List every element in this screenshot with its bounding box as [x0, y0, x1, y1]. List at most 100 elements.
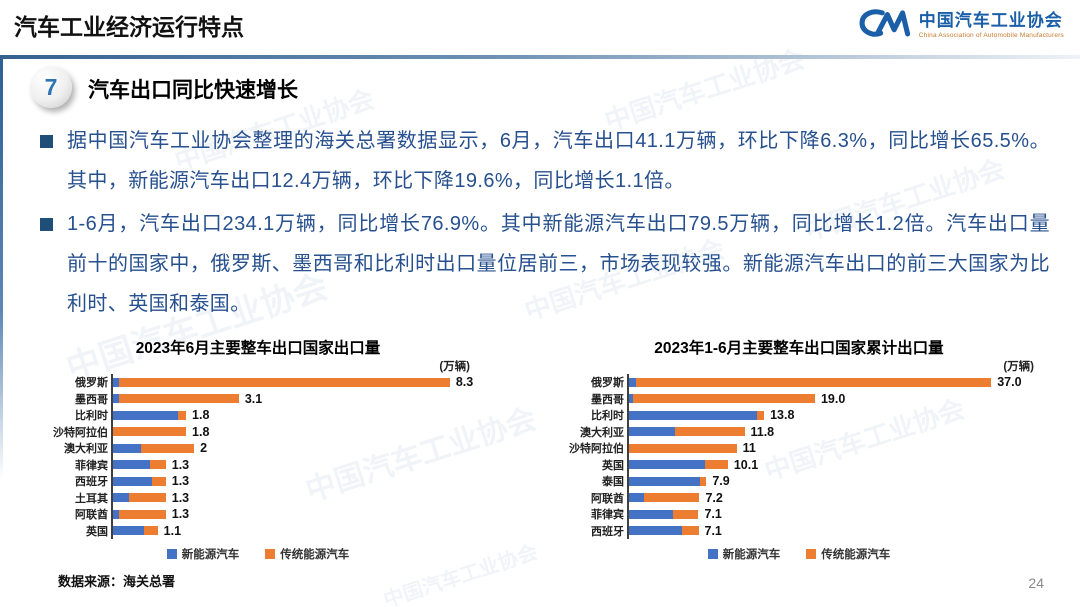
nev-bar-segment	[629, 509, 674, 519]
ice-bar-segment	[149, 460, 166, 470]
caam-monogram-icon	[857, 6, 911, 45]
bar-track: 7.1	[627, 522, 1040, 539]
category-label: 西班牙	[75, 476, 108, 489]
category-label: 墨西哥	[75, 393, 108, 406]
chart-row: 阿联酋 1.3	[40, 506, 476, 523]
legend-item-nev: 新能源汽车	[166, 546, 239, 562]
page-number: 24	[1028, 575, 1044, 591]
legend-item-ice: 传统能源汽车	[806, 546, 890, 562]
chart-cumulative-exports: 2023年1-6月主要整车出口国家累计出口量 (万辆) 俄罗斯 37.0 墨西哥 19…	[558, 336, 1040, 562]
chart-row: 俄罗斯 37.0	[558, 374, 1040, 391]
bar-track: 7.2	[627, 489, 1040, 506]
nev-bar-segment	[629, 410, 758, 420]
bar-value-label: 7.9	[712, 474, 730, 489]
bullet-list: 据中国汽车工业协会整理的海关总署数据显示，6月，汽车出口41.1万辆，环比下降6…	[38, 121, 1050, 327]
ice-bar-segment	[141, 443, 195, 453]
nev-legend-swatch	[707, 549, 718, 559]
category-label: 土耳其	[75, 492, 108, 505]
bar-value-label: 3.1	[244, 391, 263, 406]
category-label: 阿联酋	[75, 509, 108, 522]
bar-value-label: 7.1	[704, 523, 722, 538]
nev-bar-segment	[629, 493, 644, 503]
bar-value-label: 1.1	[163, 523, 182, 538]
category-label: 西班牙	[591, 525, 624, 538]
bar-track: 8.3	[111, 374, 476, 391]
left-accent-bar	[0, 59, 3, 479]
bar-track: 13.8	[627, 407, 1040, 424]
legend-label: 传统能源汽车	[821, 549, 891, 561]
caam-logo: 中国汽车工业协会 China Association of Automobile…	[857, 6, 1064, 45]
bar-value-label: 11.8	[750, 424, 775, 439]
bar-track: 2	[111, 440, 476, 457]
page-title: 汽车工业经济运行特点	[14, 14, 244, 40]
chart-plot-area: 俄罗斯 37.0 墨西哥 19.0 比利时 13.8 澳大利亚 11.8 沙特阿拉伯 11 英国 10…	[558, 374, 1040, 539]
legend-item-ice: 传统能源汽车	[265, 546, 349, 562]
ice-legend-swatch	[265, 549, 276, 559]
bar-value-label: 7.2	[705, 490, 723, 505]
ice-bar-segment	[144, 526, 158, 536]
chart-unit-label: (万辆)	[439, 361, 470, 373]
bar-track: 1.1	[111, 522, 476, 539]
ice-bar-segment	[705, 460, 728, 470]
category-label: 沙特阿拉伯	[53, 426, 108, 439]
bar-value-label: 1.3	[171, 474, 190, 489]
nev-legend-swatch	[166, 549, 177, 559]
ice-bar-segment	[635, 377, 992, 387]
chart-title: 2023年1-6月主要整车出口国家累计出口量	[654, 340, 944, 357]
chart-row: 澳大利亚 11.8	[558, 423, 1040, 440]
bar-track: 19.0	[627, 390, 1040, 407]
chart-row: 沙特阿拉伯 1.8	[40, 423, 476, 440]
ice-bar-segment	[675, 427, 745, 437]
nev-bar-segment	[113, 493, 130, 503]
bar-value-label: 11	[742, 441, 756, 456]
ice-bar-segment	[643, 493, 700, 503]
bar-value-label: 7.1	[704, 507, 722, 522]
chart-row: 墨西哥 19.0	[558, 390, 1040, 407]
chart-unit-label: (万辆)	[1003, 361, 1034, 373]
nev-bar-segment	[629, 377, 636, 387]
chart-row: 俄罗斯 8.3	[40, 374, 476, 391]
bar-value-label: 8.3	[455, 375, 474, 390]
nev-bar-segment	[113, 526, 145, 536]
bar-track: 10.1	[627, 456, 1040, 473]
bullet-item: 据中国汽车工业协会整理的海关总署数据显示，6月，汽车出口41.1万辆，环比下降6…	[38, 121, 1050, 201]
nev-bar-segment	[629, 526, 682, 536]
ice-bar-segment	[673, 509, 699, 519]
chart-row: 英国 10.1	[558, 456, 1040, 473]
header-divider	[0, 55, 1080, 59]
chart-row: 阿联酋 7.2	[558, 489, 1040, 506]
nev-bar-segment	[113, 443, 142, 453]
ice-bar-segment	[129, 493, 166, 503]
bar-value-label: 10.1	[733, 457, 759, 472]
category-label: 比利时	[591, 410, 624, 423]
legend-item-nev: 新能源汽车	[707, 546, 780, 562]
chart-title: 2023年6月主要整车出口国家出口量	[135, 340, 381, 357]
chart-row: 西班牙 7.1	[558, 522, 1040, 539]
category-label: 墨西哥	[591, 393, 624, 406]
chart-row: 澳大利亚 2	[40, 440, 476, 457]
chart-row: 泰国 7.9	[558, 473, 1040, 490]
nev-bar-segment	[629, 476, 701, 486]
category-label: 俄罗斯	[75, 377, 108, 390]
bar-value-label: 1.8	[192, 408, 210, 423]
bullet-text: 据中国汽车工业协会整理的海关总署数据显示，6月，汽车出口41.1万辆，环比下降6…	[67, 130, 1050, 192]
bar-track: 37.0	[627, 374, 1040, 391]
nev-bar-segment	[629, 394, 633, 404]
ice-bar-segment	[700, 476, 707, 486]
ice-bar-segment	[632, 394, 815, 404]
legend-label: 传统能源汽车	[280, 549, 350, 561]
nev-bar-segment	[629, 460, 706, 470]
chart-plot-area: 俄罗斯 8.3 墨西哥 3.1 比利时 1.8 沙特阿拉伯 1.8 澳大利亚 2 菲律宾 1.3 西班牙…	[40, 374, 476, 539]
ice-legend-swatch	[806, 549, 817, 559]
section-number-badge: 7	[30, 66, 72, 108]
nev-bar-segment	[113, 476, 152, 486]
ice-bar-segment	[681, 526, 699, 536]
category-label: 沙特阿拉伯	[569, 443, 624, 456]
bar-value-label: 19.0	[820, 391, 846, 406]
chart-row: 西班牙 1.3	[40, 473, 476, 490]
bar-value-label: 13.8	[770, 408, 795, 423]
chart-row: 菲律宾 1.3	[40, 456, 476, 473]
bar-track: 1.3	[111, 456, 476, 473]
bar-value-label: 1.3	[171, 507, 190, 522]
